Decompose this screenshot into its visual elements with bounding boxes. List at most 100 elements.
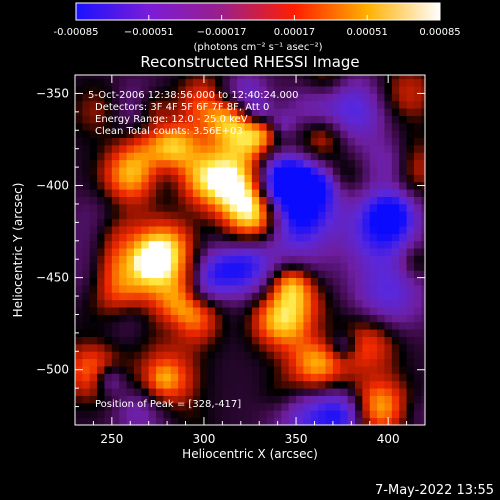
heatmap-cell <box>192 211 201 220</box>
heatmap-cell <box>318 122 326 131</box>
heatmap-cell <box>281 100 290 109</box>
heatmap-cell <box>200 174 209 183</box>
heatmap-cell <box>170 314 179 323</box>
heatmap-cell <box>170 78 179 87</box>
heatmap-cell <box>229 211 238 220</box>
heatmap-cell <box>413 152 422 161</box>
heatmap-cell <box>207 203 216 212</box>
heatmap-cell <box>310 262 319 271</box>
annotation-line: Clean Total counts: 3.56E+03 <box>95 126 243 137</box>
heatmap-cell <box>296 358 304 367</box>
heatmap-cell <box>89 292 98 301</box>
heatmap-cell <box>237 329 245 337</box>
heatmap-cell <box>185 262 194 271</box>
heatmap-cell <box>133 388 142 396</box>
heatmap-cell <box>133 145 142 153</box>
heatmap-cell <box>185 115 194 124</box>
heatmap-cell <box>413 395 422 404</box>
heatmap-cell <box>384 395 393 404</box>
heatmap-cell <box>185 343 194 352</box>
heatmap-cell <box>413 255 422 264</box>
heatmap-cell <box>148 343 157 352</box>
heatmap-cell <box>222 329 231 337</box>
heatmap-cell <box>82 122 91 131</box>
heatmap-cell <box>288 292 297 301</box>
heatmap-cell <box>318 248 326 256</box>
heatmap-cell <box>185 380 194 389</box>
heatmap-cell <box>156 285 164 293</box>
heatmap-cell <box>111 189 120 197</box>
heatmap-cell <box>251 152 260 161</box>
heatmap-cell <box>119 75 127 80</box>
heatmap-cell <box>156 366 164 374</box>
heatmap-cell <box>104 174 113 183</box>
heatmap-cell <box>377 100 385 109</box>
heatmap-cell <box>170 410 179 419</box>
heatmap-cell <box>355 270 363 279</box>
heatmap-cell <box>340 152 349 161</box>
heatmap-cell <box>89 174 98 183</box>
heatmap-cell <box>259 100 267 109</box>
heatmap-cell <box>178 181 186 190</box>
heatmap-cell <box>377 262 385 271</box>
heatmap-cell <box>391 402 400 411</box>
heatmap-cell <box>355 329 363 337</box>
heatmap-cell <box>399 233 407 242</box>
heatmap-cell <box>178 145 186 153</box>
heatmap-cell <box>347 167 356 175</box>
heatmap-cell <box>273 277 282 286</box>
heatmap-cell <box>133 75 142 80</box>
heatmap-cell <box>163 108 172 116</box>
heatmap-cell <box>215 307 223 315</box>
heatmap-cell <box>281 388 290 396</box>
heatmap-cell <box>244 321 253 330</box>
heatmap-cell <box>281 314 290 323</box>
heatmap-cell <box>384 100 393 109</box>
heatmap-cell <box>229 277 238 286</box>
heatmap-cell <box>369 167 378 175</box>
heatmap-cell <box>97 270 105 279</box>
heatmap-cell <box>281 211 290 220</box>
heatmap-cell <box>75 351 83 360</box>
heatmap-cell <box>200 152 209 161</box>
heatmap-cell <box>89 203 98 212</box>
heatmap-cell <box>111 285 120 293</box>
heatmap-cell <box>163 388 172 396</box>
heatmap-cell <box>97 248 105 256</box>
heatmap-cell <box>104 75 113 80</box>
heatmap-cell <box>340 159 349 168</box>
heatmap-cell <box>126 167 135 175</box>
heatmap-cell <box>399 78 407 87</box>
heatmap-cell <box>347 329 356 337</box>
heatmap-cell <box>325 196 334 205</box>
heatmap-cell <box>222 380 231 389</box>
heatmap-cell <box>332 307 341 315</box>
heatmap-cell <box>332 167 341 175</box>
heatmap-cell <box>215 380 223 389</box>
heatmap-cell <box>222 181 231 190</box>
heatmap-cell <box>89 189 98 197</box>
heatmap-cell <box>413 233 422 242</box>
heatmap-cell <box>288 233 297 242</box>
heatmap-cell <box>273 373 282 382</box>
heatmap-cell <box>82 380 91 389</box>
heatmap-cell <box>192 181 201 190</box>
heatmap-cell <box>355 218 363 227</box>
heatmap-cell <box>126 285 135 293</box>
heatmap-cell <box>303 108 312 116</box>
heatmap-cell <box>355 189 363 197</box>
heatmap-cell <box>200 299 209 308</box>
heatmap-cell <box>89 159 98 168</box>
heatmap-cell <box>377 226 385 234</box>
heatmap-cell <box>421 218 425 227</box>
heatmap-cell <box>163 152 172 161</box>
heatmap-cell <box>347 314 356 323</box>
heatmap-cell <box>104 402 113 411</box>
heatmap-cell <box>170 402 179 411</box>
heatmap-cell <box>413 137 422 146</box>
heatmap-cell <box>325 115 334 124</box>
heatmap-cell <box>377 395 385 404</box>
heatmap-cell <box>207 196 216 205</box>
heatmap-cell <box>119 299 127 308</box>
heatmap-cell <box>318 174 326 183</box>
